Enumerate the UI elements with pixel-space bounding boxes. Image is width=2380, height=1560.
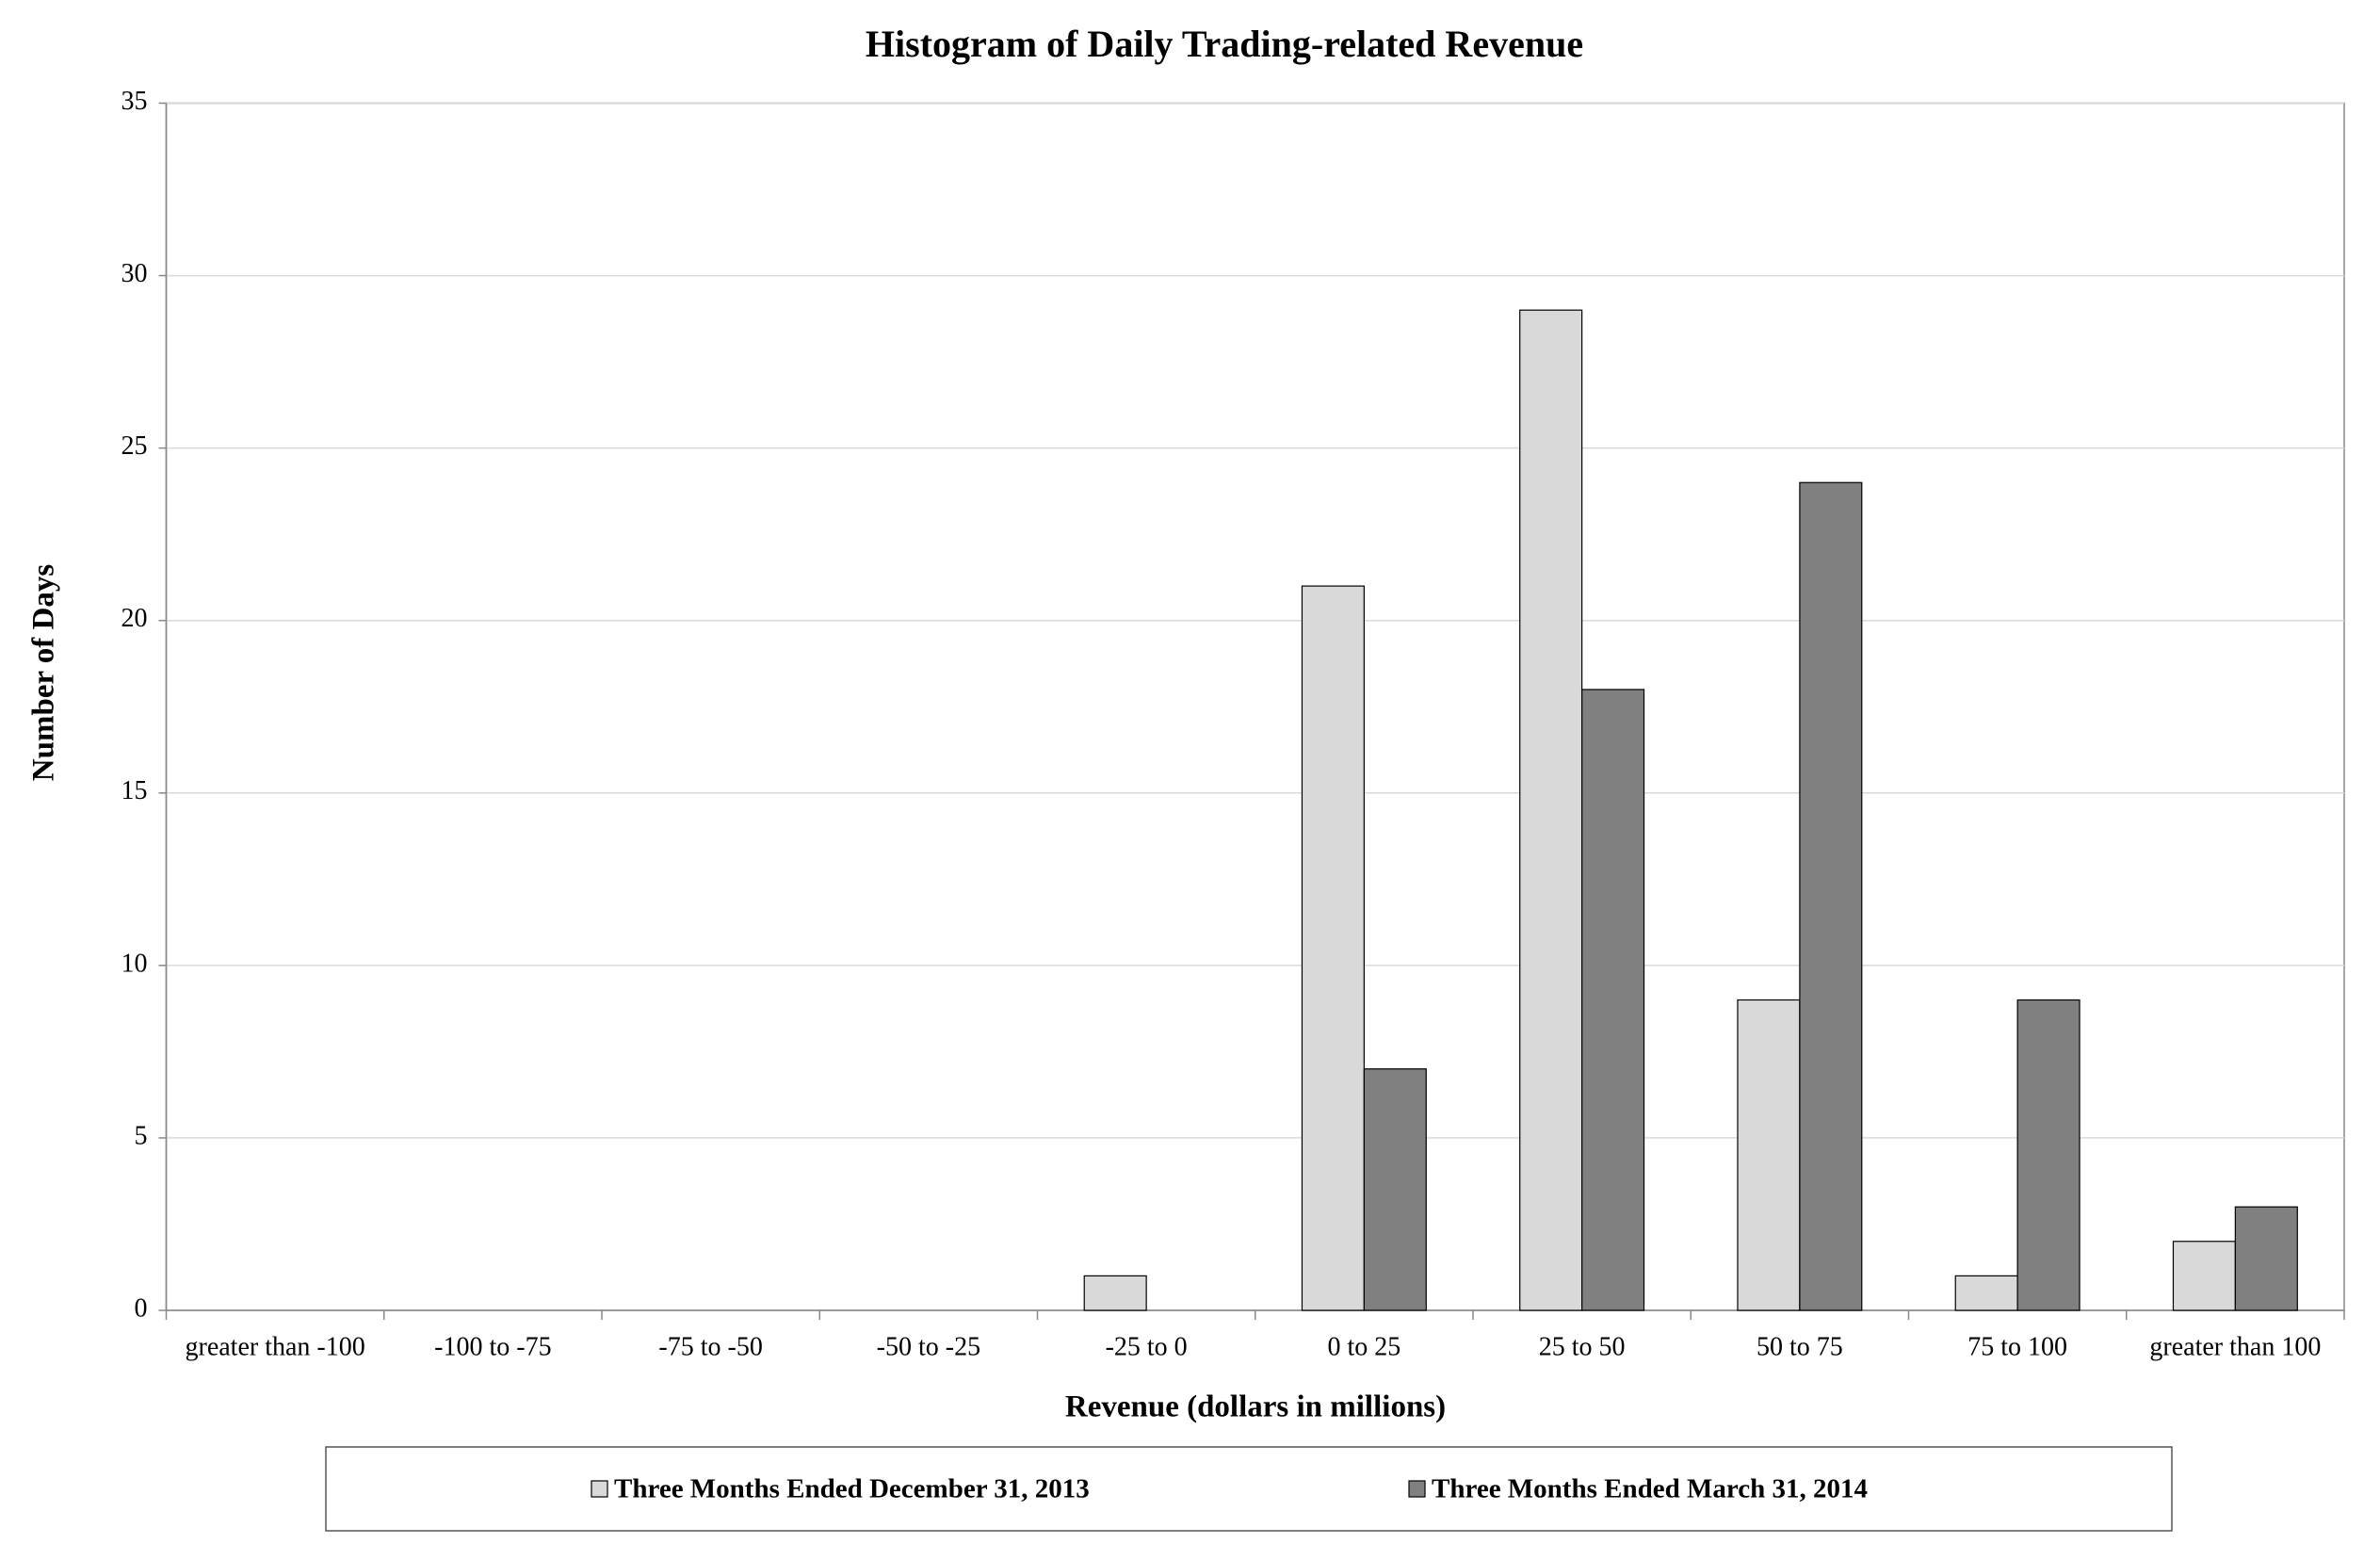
bar: [2234, 1206, 2298, 1311]
bar: [1737, 999, 1801, 1311]
y-tick-label: 20: [121, 604, 148, 633]
bar: [2172, 1241, 2236, 1311]
x-tick-label: -50 to -25: [877, 1332, 980, 1361]
legend-box: [325, 1446, 2173, 1532]
x-axis-label: Revenue (dollars in millions): [1065, 1390, 1446, 1424]
y-tick-label: 15: [121, 776, 148, 805]
x-tick-label: 50 to 75: [1757, 1332, 1843, 1361]
bar: [1954, 1275, 2018, 1311]
x-tick-label: 25 to 50: [1539, 1332, 1626, 1361]
bar: [1301, 585, 1365, 1311]
bar: [1799, 481, 1863, 1311]
legend-label: Three Months Ended December 31, 2013: [614, 1474, 1090, 1504]
x-tick-label: 0 to 25: [1327, 1332, 1400, 1361]
x-tick-label: greater than 100: [2149, 1332, 2321, 1361]
x-tick-label: greater than -100: [186, 1332, 365, 1361]
bar: [1519, 309, 1583, 1311]
bar: [1363, 1068, 1427, 1311]
chart-title: Histogram of Daily Trading-related Reven…: [866, 23, 1583, 65]
y-axis-label: Number of Days: [27, 564, 61, 782]
plot-area: [165, 102, 2345, 1311]
y-tick-label: 30: [121, 259, 148, 288]
x-tick-label: -100 to -75: [434, 1332, 551, 1361]
y-tick-label: 35: [121, 87, 148, 116]
y-tick-label: 25: [121, 431, 148, 461]
x-tick-label: -75 to -50: [658, 1332, 762, 1361]
y-tick-label: 10: [121, 949, 148, 978]
y-tick-label: 0: [135, 1293, 148, 1323]
legend-swatch: [591, 1480, 608, 1498]
bar: [2016, 999, 2080, 1311]
x-tick-label: -25 to 0: [1106, 1332, 1188, 1361]
bar: [1083, 1275, 1147, 1311]
x-tick-label: 75 to 100: [1967, 1332, 2067, 1361]
legend-label: Three Months Ended March 31, 2014: [1432, 1474, 1868, 1504]
y-tick-label: 5: [135, 1121, 148, 1150]
legend-swatch: [1408, 1480, 1426, 1498]
bar: [1581, 689, 1645, 1311]
